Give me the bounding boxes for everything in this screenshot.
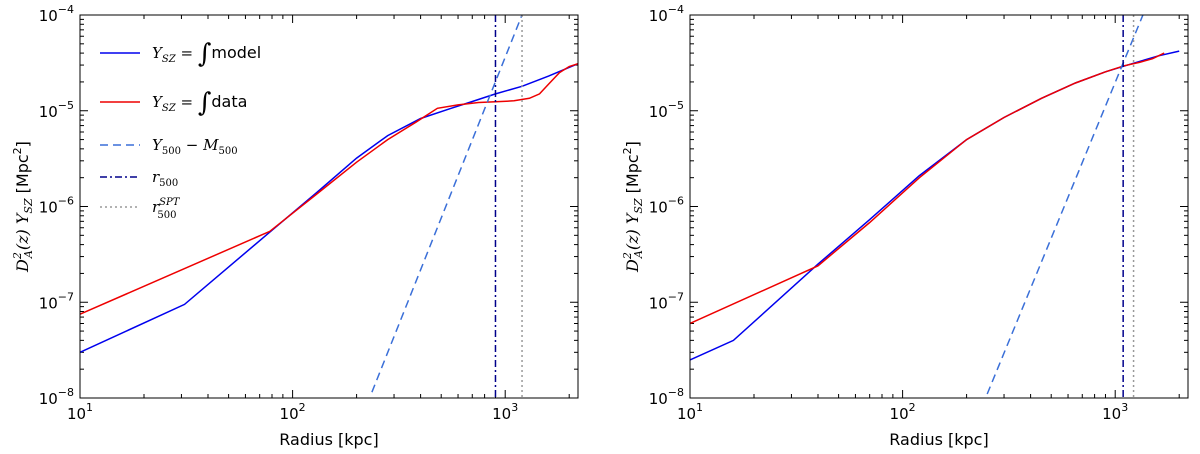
series-line-2 [371,15,523,393]
y-tick-label: 10−7 [649,290,684,312]
x-tick-label: 101 [677,401,703,423]
series-line-2 [986,15,1144,395]
x-tick-label: 103 [1102,401,1128,423]
y-tick-label: 10−4 [649,3,684,25]
x-tick-label: 101 [67,401,93,423]
y-tick-label: 10−8 [649,386,684,408]
y-axis-title: D2A(z) YSZ [Mpc2] [621,141,645,273]
x-tick-label: 102 [280,401,306,423]
axis-ticks [79,14,578,399]
x-axis-title: Radius [kpc] [889,430,988,449]
plot-frame [689,14,1189,399]
legend-label-r500: r500 [152,168,178,189]
x-tick-label: 103 [492,401,518,423]
y-tick-label: 10−5 [39,99,74,121]
y-tick-label: 10−6 [649,195,684,217]
legend-label-model: YSZ = ∫model [152,39,261,69]
legend: YSZ = ∫model YSZ = ∫data Y500 − M500 r500 rS… [100,39,261,221]
legend-label-data: YSZ = ∫data [152,88,247,118]
axis-ticks [689,14,1188,399]
series-group [690,15,1180,398]
series-line-1 [690,52,1165,325]
y-tick-label: 10−5 [649,99,684,121]
chart-panel-1: 101 102 103 10−8 10−7 10−6 10−5 10−4 Radius [kpc… [11,3,579,449]
y-tick-label: 10−7 [39,290,74,312]
series-line-0 [690,50,1180,361]
y-tick-label: 10−6 [39,195,74,217]
x-axis-title: Radius [kpc] [279,430,378,449]
series-group [80,15,578,398]
chart-panel-2: 101 102 103 10−8 10−7 10−6 10−5 10−4 Radius [kpc… [621,3,1189,449]
y-tick-label: 10−4 [39,3,74,25]
y-tick-label: 10−8 [39,386,74,408]
legend-label-scaling: Y500 − M500 [152,136,238,157]
y-axis-title: D2A(z) YSZ [Mpc2] [11,141,35,273]
plot-frame [79,14,579,399]
series-line-1 [80,62,578,315]
x-tick-label: 102 [890,401,916,423]
legend-label-r500-spt: rSPT 500 [152,197,181,221]
